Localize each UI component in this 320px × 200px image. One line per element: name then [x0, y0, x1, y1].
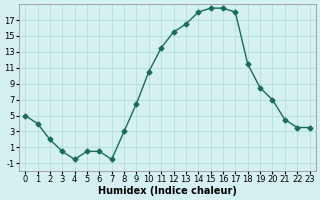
X-axis label: Humidex (Indice chaleur): Humidex (Indice chaleur)	[98, 186, 237, 196]
